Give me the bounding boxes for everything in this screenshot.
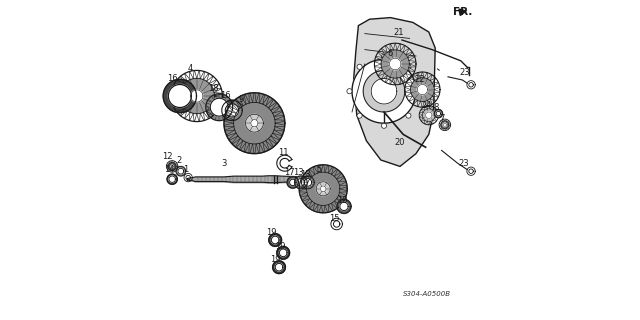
Text: FR.: FR. <box>453 7 472 17</box>
Text: 9: 9 <box>238 95 243 104</box>
Polygon shape <box>426 112 432 118</box>
Circle shape <box>416 89 421 94</box>
Polygon shape <box>411 78 435 101</box>
Text: 7: 7 <box>440 114 445 123</box>
Polygon shape <box>436 111 440 116</box>
Polygon shape <box>301 176 314 189</box>
Circle shape <box>357 64 362 69</box>
Polygon shape <box>191 90 203 102</box>
Circle shape <box>347 89 352 94</box>
Polygon shape <box>390 58 401 70</box>
Text: 23: 23 <box>459 159 469 168</box>
Polygon shape <box>340 202 348 211</box>
Polygon shape <box>321 186 326 192</box>
Polygon shape <box>290 179 296 186</box>
Text: 20: 20 <box>395 138 405 147</box>
Text: 13: 13 <box>293 168 303 177</box>
Polygon shape <box>273 261 285 274</box>
Polygon shape <box>381 50 410 78</box>
Text: 10: 10 <box>337 196 348 204</box>
Text: 1: 1 <box>183 165 188 174</box>
Polygon shape <box>444 123 447 126</box>
Polygon shape <box>171 165 173 168</box>
Polygon shape <box>417 84 428 95</box>
Polygon shape <box>337 199 351 213</box>
Text: 19: 19 <box>266 228 276 237</box>
Text: 16: 16 <box>220 91 231 100</box>
Polygon shape <box>280 249 287 257</box>
Polygon shape <box>364 70 404 112</box>
Polygon shape <box>422 109 435 122</box>
Text: 8: 8 <box>433 103 438 112</box>
Polygon shape <box>316 182 330 196</box>
Text: 22: 22 <box>415 75 425 84</box>
Text: 16: 16 <box>167 74 177 83</box>
Polygon shape <box>178 168 184 174</box>
Text: 19: 19 <box>275 242 285 251</box>
Text: 19: 19 <box>270 255 280 264</box>
Text: 23: 23 <box>460 68 470 77</box>
Text: 3: 3 <box>221 159 227 168</box>
Text: 21: 21 <box>394 28 404 37</box>
Circle shape <box>381 54 387 59</box>
Text: 11: 11 <box>278 148 289 156</box>
Text: 12: 12 <box>162 152 172 161</box>
Polygon shape <box>163 79 196 113</box>
Text: 5: 5 <box>317 165 322 174</box>
Polygon shape <box>304 179 312 186</box>
Polygon shape <box>169 176 175 182</box>
Circle shape <box>406 113 411 118</box>
Polygon shape <box>294 176 307 189</box>
Polygon shape <box>352 59 416 123</box>
Polygon shape <box>224 93 285 154</box>
Text: 15: 15 <box>329 214 340 223</box>
Polygon shape <box>176 166 186 176</box>
Polygon shape <box>287 177 298 188</box>
Polygon shape <box>246 114 264 132</box>
Polygon shape <box>371 78 397 104</box>
Text: 14: 14 <box>164 165 174 174</box>
Text: 24: 24 <box>421 101 432 110</box>
Polygon shape <box>354 18 435 166</box>
Text: 18: 18 <box>209 84 219 93</box>
Circle shape <box>406 64 411 69</box>
Polygon shape <box>271 236 279 244</box>
Polygon shape <box>222 100 243 121</box>
Polygon shape <box>269 234 282 246</box>
Circle shape <box>381 123 387 128</box>
Polygon shape <box>179 78 214 114</box>
Text: 2: 2 <box>176 156 181 164</box>
Polygon shape <box>441 121 449 129</box>
Polygon shape <box>297 179 305 186</box>
Text: 17: 17 <box>284 168 295 177</box>
Circle shape <box>357 113 362 118</box>
Polygon shape <box>211 98 228 116</box>
Polygon shape <box>168 84 191 108</box>
Polygon shape <box>251 120 258 127</box>
Polygon shape <box>168 163 176 170</box>
Polygon shape <box>275 263 283 271</box>
Polygon shape <box>277 246 290 259</box>
Text: 4: 4 <box>188 64 193 73</box>
Text: 6: 6 <box>388 49 393 58</box>
Text: S304-A0500B: S304-A0500B <box>403 292 451 297</box>
Polygon shape <box>206 94 233 121</box>
Text: 13: 13 <box>300 170 311 179</box>
Polygon shape <box>435 109 443 118</box>
Polygon shape <box>167 174 177 184</box>
Polygon shape <box>300 165 347 213</box>
Polygon shape <box>225 104 239 117</box>
